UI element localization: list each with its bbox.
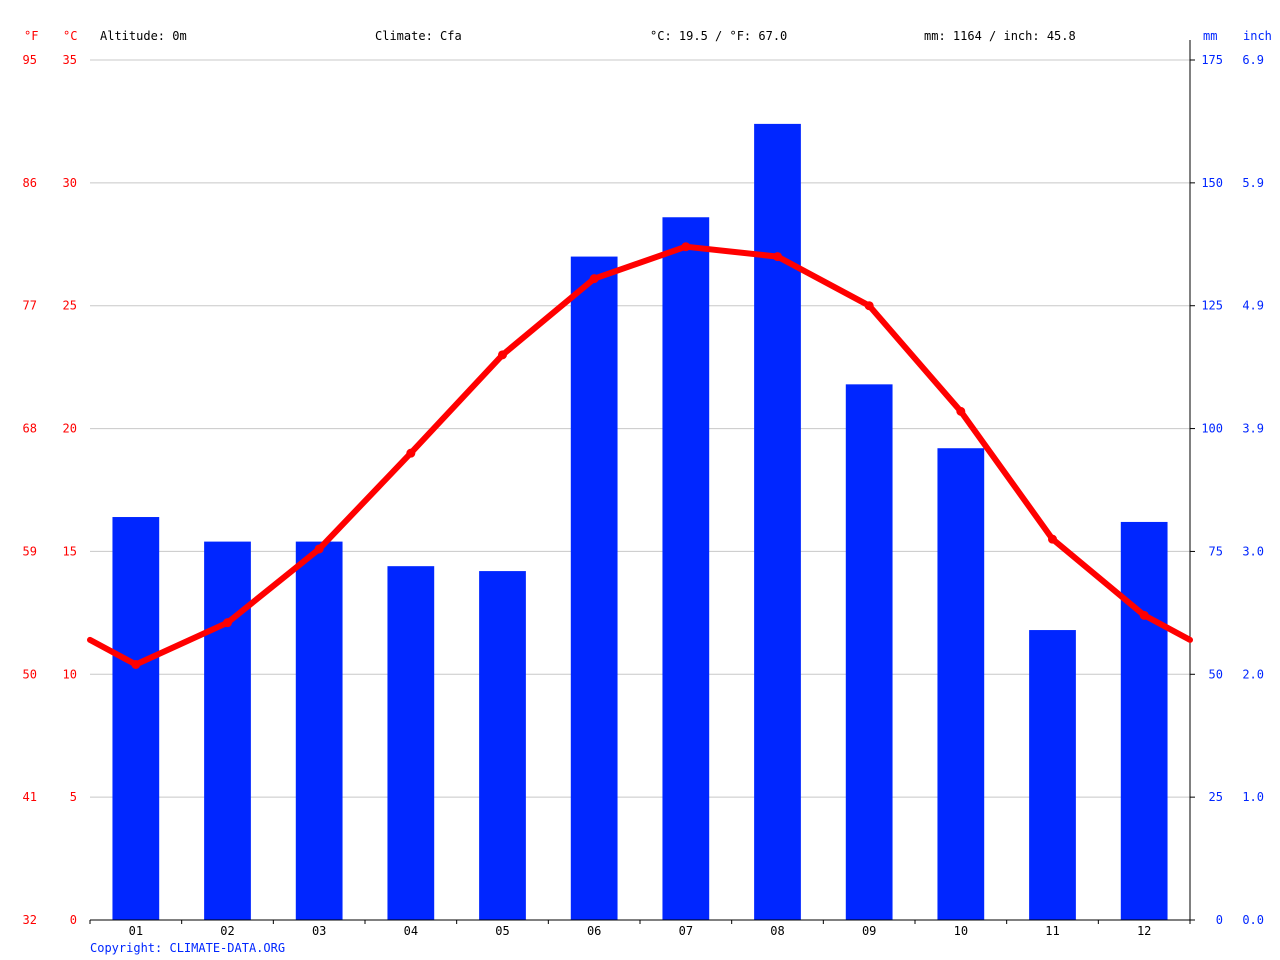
month-tick-label: 04 — [404, 924, 418, 938]
temperature-point — [1139, 610, 1149, 620]
inch-tick-label: 3.9 — [1242, 422, 1264, 436]
month-tick-label: 06 — [587, 924, 601, 938]
precipitation-bar — [204, 541, 251, 920]
month-tick-label: 01 — [129, 924, 143, 938]
temperature-point — [589, 274, 599, 284]
precipitation-bar — [387, 566, 435, 920]
inch-tick-label: 3.0 — [1242, 544, 1264, 558]
precipitation-bars — [112, 123, 1168, 921]
fahrenheit-tick-label: 86 — [23, 176, 37, 190]
inch-unit-label: inch — [1243, 29, 1272, 43]
precipitation-bar — [1029, 630, 1076, 920]
temperature-average-label: °C: 19.5 / °F: 67.0 — [650, 29, 787, 43]
temperature-point — [131, 659, 141, 669]
inch-tick-label: 6.9 — [1242, 53, 1264, 67]
precipitation-bar — [845, 384, 893, 920]
fahrenheit-tick-label: 68 — [23, 422, 37, 436]
inch-tick-label: 5.9 — [1242, 176, 1264, 190]
month-tick-label: 03 — [312, 924, 326, 938]
month-tick-label: 02 — [220, 924, 234, 938]
grid-lines — [90, 59, 1190, 798]
temperature-point — [314, 544, 324, 554]
fahrenheit-tick-label: 50 — [23, 667, 37, 681]
month-tick-label: 11 — [1045, 924, 1059, 938]
temperature-point — [773, 252, 782, 262]
temperature-point — [223, 618, 232, 628]
precipitation-bar — [1120, 521, 1168, 920]
precipitation-bar — [112, 517, 160, 920]
mm-tick-label: 25 — [1209, 790, 1223, 804]
celsius-tick-label: 0 — [70, 913, 77, 927]
mm-unit-label: mm — [1203, 29, 1217, 43]
temperature-line-path — [87, 243, 1193, 668]
precipitation-bar — [937, 448, 985, 920]
inch-tick-label: 2.0 — [1242, 667, 1264, 681]
climate-label: Climate: Cfa — [375, 29, 462, 43]
fahrenheit-tick-label: 77 — [23, 299, 37, 313]
mm-tick-label: 125 — [1201, 299, 1223, 313]
copyright-label: Copyright: CLIMATE-DATA.ORG — [90, 941, 285, 955]
mm-tick-label: 100 — [1201, 422, 1223, 436]
month-tick-label: 07 — [679, 924, 693, 938]
axes — [89, 40, 1195, 924]
temperature-point — [681, 242, 691, 252]
inch-tick-label: 1.0 — [1242, 790, 1264, 804]
month-tick-label: 10 — [954, 924, 968, 938]
fahrenheit-unit-label: °F — [24, 29, 38, 43]
month-tick-label: 08 — [770, 924, 784, 938]
inch-tick-label: 0.0 — [1242, 913, 1264, 927]
tick-labels: 32 0 41 5 50 10 59 15 68 20 77 25 86 30 95 35 0 0.0 25 1.0 5… — [23, 53, 1264, 938]
celsius-tick-label: 30 — [63, 176, 77, 190]
fahrenheit-tick-label: 95 — [23, 53, 37, 67]
temperature-point — [498, 350, 507, 360]
temperature-point — [1048, 534, 1057, 544]
precipitation-bar — [295, 541, 343, 920]
mm-tick-label: 75 — [1209, 544, 1223, 558]
fahrenheit-tick-label: 32 — [23, 913, 37, 927]
mm-tick-label: 50 — [1209, 667, 1223, 681]
celsius-tick-label: 35 — [63, 53, 77, 67]
fahrenheit-tick-label: 41 — [23, 790, 37, 804]
month-tick-label: 05 — [495, 924, 509, 938]
precipitation-bar — [479, 571, 526, 920]
mm-tick-label: 150 — [1201, 176, 1223, 190]
celsius-tick-label: 5 — [70, 790, 77, 804]
precipitation-bar — [662, 217, 710, 920]
temperature-point — [864, 301, 874, 311]
celsius-unit-label: °C — [63, 29, 77, 43]
celsius-tick-label: 20 — [63, 422, 77, 436]
mm-tick-label: 175 — [1201, 53, 1223, 67]
celsius-tick-label: 10 — [63, 667, 77, 681]
temperature-point — [406, 448, 416, 458]
precipitation-total-label: mm: 1164 / inch: 45.8 — [924, 29, 1076, 43]
fahrenheit-tick-label: 59 — [23, 544, 37, 558]
temperature-line — [87, 242, 1193, 669]
month-tick-label: 12 — [1137, 924, 1151, 938]
precipitation-bar — [754, 123, 801, 920]
temperature-point — [956, 406, 966, 416]
celsius-tick-label: 15 — [63, 544, 77, 558]
mm-tick-label: 0 — [1216, 913, 1223, 927]
altitude-label: Altitude: 0m — [100, 29, 187, 43]
inch-tick-label: 4.9 — [1242, 299, 1264, 313]
month-tick-label: 09 — [862, 924, 876, 938]
precipitation-bar — [570, 256, 618, 921]
celsius-tick-label: 25 — [63, 299, 77, 313]
